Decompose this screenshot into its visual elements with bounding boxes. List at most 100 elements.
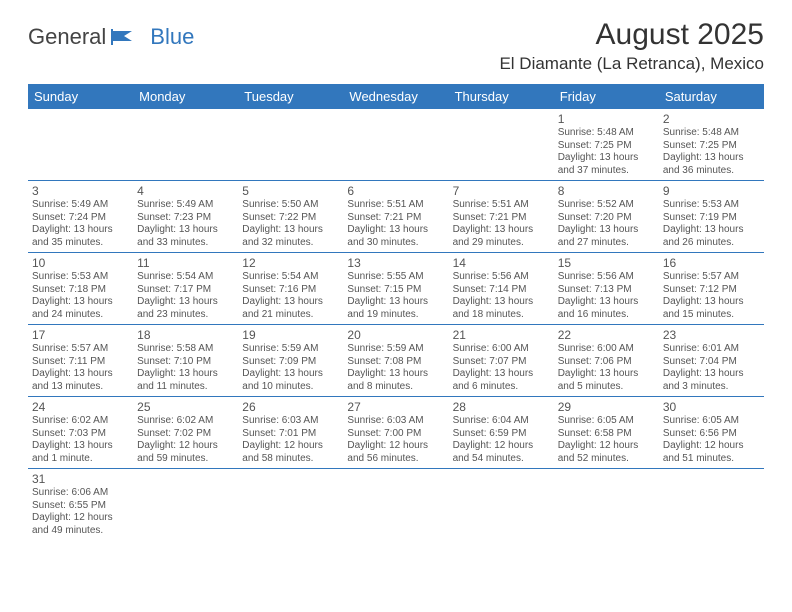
daylight-text: Daylight: 13 hours — [558, 368, 655, 381]
sunset-text: Sunset: 7:16 PM — [242, 284, 339, 297]
day-number: 13 — [347, 256, 444, 270]
calendar-day-cell: 27Sunrise: 6:03 AMSunset: 7:00 PMDayligh… — [343, 397, 448, 469]
weekday-header: Friday — [554, 84, 659, 109]
daylight-text: Daylight: 13 hours — [663, 368, 760, 381]
daylight-text: Daylight: 12 hours — [453, 440, 550, 453]
day-number: 15 — [558, 256, 655, 270]
day-number: 10 — [32, 256, 129, 270]
calendar-week-row: 17Sunrise: 5:57 AMSunset: 7:11 PMDayligh… — [28, 325, 764, 397]
sunset-text: Sunset: 6:56 PM — [663, 428, 760, 441]
sunrise-text: Sunrise: 6:04 AM — [453, 415, 550, 428]
sunset-text: Sunset: 7:22 PM — [242, 212, 339, 225]
calendar-empty-cell — [133, 469, 238, 541]
sunrise-text: Sunrise: 5:48 AM — [558, 127, 655, 140]
calendar-day-cell: 22Sunrise: 6:00 AMSunset: 7:06 PMDayligh… — [554, 325, 659, 397]
daylight-text: Daylight: 13 hours — [137, 368, 234, 381]
daylight-text: Daylight: 13 hours — [347, 368, 444, 381]
brand-logo: General Blue — [28, 24, 194, 50]
sunrise-text: Sunrise: 6:05 AM — [663, 415, 760, 428]
day-number: 28 — [453, 400, 550, 414]
calendar-week-row: 31Sunrise: 6:06 AMSunset: 6:55 PMDayligh… — [28, 469, 764, 541]
daylight-text: Daylight: 12 hours — [663, 440, 760, 453]
daylight-text: and 36 minutes. — [663, 165, 760, 178]
sunrise-text: Sunrise: 5:59 AM — [242, 343, 339, 356]
day-number: 6 — [347, 184, 444, 198]
day-number: 7 — [453, 184, 550, 198]
sunrise-text: Sunrise: 5:48 AM — [663, 127, 760, 140]
day-number: 22 — [558, 328, 655, 342]
sunrise-text: Sunrise: 5:57 AM — [663, 271, 760, 284]
sunset-text: Sunset: 7:00 PM — [347, 428, 444, 441]
daylight-text: and 5 minutes. — [558, 381, 655, 394]
sunset-text: Sunset: 7:21 PM — [453, 212, 550, 225]
day-number: 31 — [32, 472, 129, 486]
sunrise-text: Sunrise: 5:50 AM — [242, 199, 339, 212]
daylight-text: Daylight: 13 hours — [663, 296, 760, 309]
flag-icon — [110, 27, 136, 47]
daylight-text: and 19 minutes. — [347, 309, 444, 322]
sunrise-text: Sunrise: 6:03 AM — [242, 415, 339, 428]
sunrise-text: Sunrise: 5:54 AM — [137, 271, 234, 284]
daylight-text: Daylight: 13 hours — [558, 296, 655, 309]
sunset-text: Sunset: 7:19 PM — [663, 212, 760, 225]
calendar-week-row: 3Sunrise: 5:49 AMSunset: 7:24 PMDaylight… — [28, 181, 764, 253]
sunset-text: Sunset: 7:10 PM — [137, 356, 234, 369]
daylight-text: and 6 minutes. — [453, 381, 550, 394]
calendar-day-cell: 26Sunrise: 6:03 AMSunset: 7:01 PMDayligh… — [238, 397, 343, 469]
daylight-text: and 56 minutes. — [347, 453, 444, 466]
daylight-text: Daylight: 13 hours — [242, 368, 339, 381]
daylight-text: and 11 minutes. — [137, 381, 234, 394]
calendar-day-cell: 10Sunrise: 5:53 AMSunset: 7:18 PMDayligh… — [28, 253, 133, 325]
daylight-text: Daylight: 13 hours — [32, 296, 129, 309]
sunrise-text: Sunrise: 5:49 AM — [137, 199, 234, 212]
calendar-empty-cell — [343, 469, 448, 541]
daylight-text: Daylight: 13 hours — [137, 296, 234, 309]
calendar-day-cell: 5Sunrise: 5:50 AMSunset: 7:22 PMDaylight… — [238, 181, 343, 253]
daylight-text: and 24 minutes. — [32, 309, 129, 322]
sunset-text: Sunset: 7:20 PM — [558, 212, 655, 225]
daylight-text: Daylight: 13 hours — [558, 152, 655, 165]
day-number: 20 — [347, 328, 444, 342]
day-number: 30 — [663, 400, 760, 414]
calendar-day-cell: 23Sunrise: 6:01 AMSunset: 7:04 PMDayligh… — [659, 325, 764, 397]
daylight-text: Daylight: 13 hours — [347, 224, 444, 237]
calendar-day-cell: 29Sunrise: 6:05 AMSunset: 6:58 PMDayligh… — [554, 397, 659, 469]
sunrise-text: Sunrise: 6:06 AM — [32, 487, 129, 500]
weekday-header: Wednesday — [343, 84, 448, 109]
daylight-text: and 33 minutes. — [137, 237, 234, 250]
sunset-text: Sunset: 7:12 PM — [663, 284, 760, 297]
daylight-text: and 1 minute. — [32, 453, 129, 466]
sunset-text: Sunset: 7:14 PM — [453, 284, 550, 297]
page-subtitle: El Diamante (La Retranca), Mexico — [499, 54, 764, 74]
daylight-text: Daylight: 12 hours — [347, 440, 444, 453]
calendar-day-cell: 12Sunrise: 5:54 AMSunset: 7:16 PMDayligh… — [238, 253, 343, 325]
calendar-day-cell: 2Sunrise: 5:48 AMSunset: 7:25 PMDaylight… — [659, 109, 764, 181]
daylight-text: Daylight: 12 hours — [137, 440, 234, 453]
calendar-day-cell: 17Sunrise: 5:57 AMSunset: 7:11 PMDayligh… — [28, 325, 133, 397]
sunrise-text: Sunrise: 5:56 AM — [558, 271, 655, 284]
day-number: 18 — [137, 328, 234, 342]
sunrise-text: Sunrise: 5:58 AM — [137, 343, 234, 356]
calendar-day-cell: 9Sunrise: 5:53 AMSunset: 7:19 PMDaylight… — [659, 181, 764, 253]
daylight-text: and 10 minutes. — [242, 381, 339, 394]
calendar-header-row: SundayMondayTuesdayWednesdayThursdayFrid… — [28, 84, 764, 109]
calendar-empty-cell — [343, 109, 448, 181]
sunset-text: Sunset: 7:18 PM — [32, 284, 129, 297]
day-number: 4 — [137, 184, 234, 198]
sunset-text: Sunset: 7:23 PM — [137, 212, 234, 225]
daylight-text: and 23 minutes. — [137, 309, 234, 322]
calendar-empty-cell — [659, 469, 764, 541]
sunset-text: Sunset: 7:09 PM — [242, 356, 339, 369]
daylight-text: and 32 minutes. — [242, 237, 339, 250]
sunrise-text: Sunrise: 6:00 AM — [558, 343, 655, 356]
sunset-text: Sunset: 7:07 PM — [453, 356, 550, 369]
sunset-text: Sunset: 7:08 PM — [347, 356, 444, 369]
sunset-text: Sunset: 7:03 PM — [32, 428, 129, 441]
sunrise-text: Sunrise: 5:53 AM — [663, 199, 760, 212]
daylight-text: and 30 minutes. — [347, 237, 444, 250]
day-number: 16 — [663, 256, 760, 270]
calendar-day-cell: 30Sunrise: 6:05 AMSunset: 6:56 PMDayligh… — [659, 397, 764, 469]
calendar-empty-cell — [238, 109, 343, 181]
day-number: 26 — [242, 400, 339, 414]
calendar-day-cell: 20Sunrise: 5:59 AMSunset: 7:08 PMDayligh… — [343, 325, 448, 397]
